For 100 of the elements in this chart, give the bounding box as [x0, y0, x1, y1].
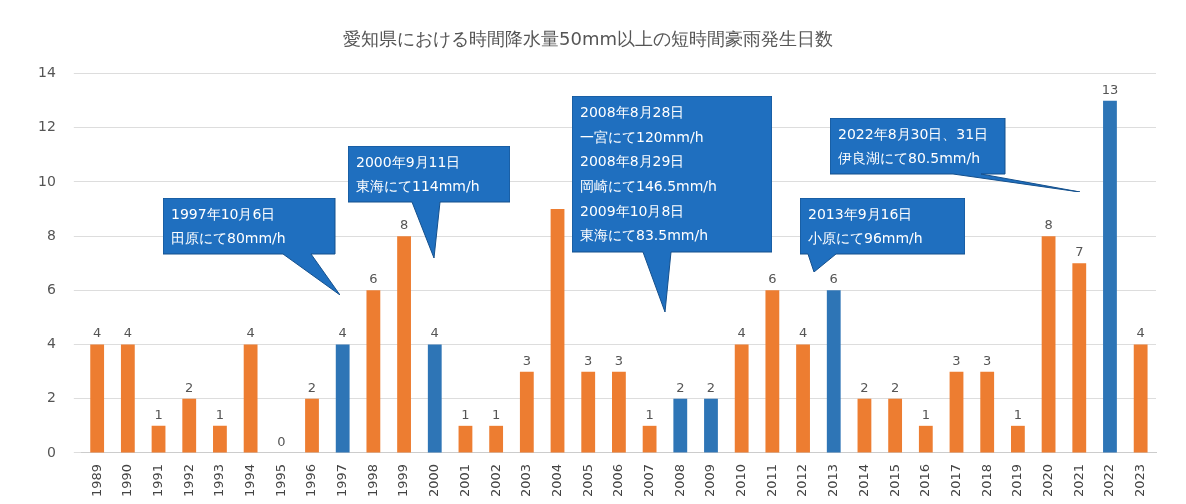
bar: [673, 398, 688, 453]
x-tick-label: 2009: [702, 463, 718, 498]
x-tick-label: 2006: [610, 463, 626, 498]
bar: [335, 344, 350, 453]
annotation: 2022年8月30日、31日: [838, 125, 989, 144]
y-tick-label: 12: [37, 118, 56, 135]
x-tick-label: 2022: [1101, 463, 1117, 498]
data-label: 3: [584, 352, 593, 368]
bar: [397, 236, 411, 453]
x-tick-label: 1998: [364, 463, 380, 498]
x-tick-label: 2012: [794, 463, 810, 498]
bar: [857, 398, 872, 453]
x-tick-label: 2013: [825, 463, 841, 498]
bar: [366, 290, 381, 453]
x-tick-label: 2023: [1132, 463, 1148, 498]
annotation: 東海にて83.5mm/h: [580, 226, 710, 246]
data-label: 8: [1044, 217, 1053, 233]
annotation: 伊良湖にて80.5mm/h: [838, 149, 982, 168]
x-tick-label: 2007: [640, 463, 656, 498]
data-label: 1: [921, 406, 930, 422]
x-tick-label: 2002: [487, 463, 503, 498]
x-tick-label: 1997: [334, 463, 350, 498]
x-tick-label: 2003: [518, 463, 534, 498]
data-label: 3: [952, 352, 961, 368]
x-tick-label: 1996: [303, 463, 319, 498]
bar: [305, 398, 319, 453]
bar: [458, 425, 473, 453]
x-tick-label: 2008: [671, 463, 687, 498]
bar: [213, 425, 227, 453]
bar: [1133, 344, 1148, 453]
data-label: 1: [461, 406, 470, 422]
bar: [980, 371, 995, 453]
data-label: 2: [185, 379, 194, 395]
data-label: 0: [277, 433, 286, 449]
data-label: 3: [983, 352, 992, 368]
data-label: 7: [1075, 244, 1084, 260]
x-tick-label: 2010: [733, 463, 749, 498]
x-tick-label: 2015: [886, 463, 902, 498]
data-label: 2: [860, 379, 869, 395]
data-label: 13: [1101, 81, 1119, 97]
annotation: 東海にて114mm/h: [356, 177, 480, 196]
annotation: 2009年10月8日: [580, 201, 686, 221]
x-tick-label: 1994: [241, 463, 257, 498]
x-tick-label: 2000: [426, 463, 442, 498]
x-tick-label: 2005: [579, 463, 595, 498]
bar: [1041, 236, 1056, 453]
bar: [1010, 425, 1025, 453]
data-label: 4: [737, 325, 746, 341]
bar: [182, 398, 197, 453]
bar: [704, 398, 718, 453]
x-tick-label: 2001: [456, 463, 472, 498]
bar: [90, 344, 105, 453]
x-tick-label: 2017: [947, 463, 963, 498]
y-tick-label: 2: [46, 389, 56, 406]
bar: [427, 344, 442, 453]
annotation: 一宮にて120mm/h: [580, 127, 705, 147]
annotation: 岡崎にて146.5mm/h: [580, 177, 717, 196]
bar: [612, 371, 626, 453]
annotation: 2000年9月11日: [356, 153, 462, 172]
bar: [581, 371, 596, 453]
data-label: 1: [154, 406, 163, 422]
bar: [243, 344, 258, 453]
annotation: 2013年9月16日: [808, 205, 914, 224]
x-tick-label: 2016: [917, 463, 933, 498]
bar: [120, 344, 135, 453]
annotation: 田原にて80mm/h: [171, 229, 286, 248]
y-tick-label: 4: [46, 335, 56, 352]
data-label: 4: [338, 325, 347, 341]
bar: [550, 209, 565, 453]
bar: [734, 344, 749, 453]
x-tick-label: 1999: [395, 463, 411, 498]
annotation: 2008年8月29日: [580, 152, 686, 172]
y-tick-label: 14: [37, 64, 56, 81]
data-label: 1: [1013, 406, 1023, 422]
data-label: 3: [614, 352, 624, 368]
data-label: 6: [829, 271, 838, 287]
data-label: 4: [93, 325, 102, 341]
data-label: 6: [369, 271, 378, 287]
x-tick-label: 2011: [763, 463, 779, 498]
y-tick-label: 0: [46, 443, 56, 460]
x-tick-label: 2004: [548, 463, 564, 498]
data-label: 2: [890, 379, 900, 395]
x-tick-label: 2019: [1009, 463, 1025, 498]
data-label: 4: [430, 325, 439, 341]
data-label: 1: [215, 406, 225, 422]
x-tick-label: 1990: [119, 463, 135, 498]
data-label: 2: [676, 379, 685, 395]
bar: [918, 425, 933, 453]
data-label: 4: [798, 325, 808, 341]
data-label: 4: [246, 325, 255, 341]
bar: [765, 290, 780, 453]
x-tick-label: 2021: [1070, 463, 1086, 498]
bar: [519, 371, 534, 453]
data-label: 6: [768, 271, 777, 287]
annotation: 小原にて96mm/h: [808, 229, 923, 248]
bar: [642, 425, 657, 453]
y-tick-label: 8: [46, 226, 56, 243]
bar: [796, 344, 810, 453]
x-tick-label: 1993: [211, 463, 227, 498]
bar: [949, 371, 964, 453]
